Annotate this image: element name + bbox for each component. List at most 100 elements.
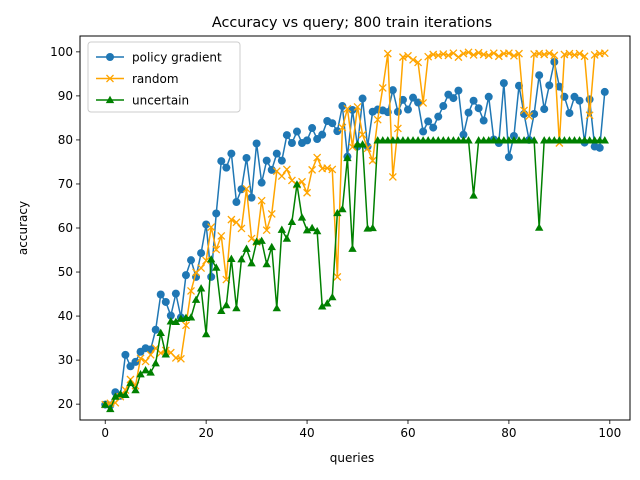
data-point xyxy=(595,143,604,152)
data-point xyxy=(338,102,347,111)
data-point xyxy=(378,84,387,92)
data-point xyxy=(171,317,181,325)
data-point xyxy=(383,49,392,58)
data-point xyxy=(474,104,483,113)
data-point xyxy=(439,102,448,111)
data-point xyxy=(545,49,554,58)
data-point xyxy=(237,255,246,263)
legend-entry: uncertain xyxy=(96,94,189,108)
data-point xyxy=(217,231,226,240)
data-point xyxy=(409,55,417,64)
data-point xyxy=(277,172,286,180)
data-point xyxy=(202,220,211,229)
series-uncertain xyxy=(101,136,609,413)
data-point xyxy=(388,86,397,95)
data-point xyxy=(166,311,175,320)
x-tick-label: 60 xyxy=(400,426,415,440)
data-point xyxy=(297,213,307,221)
data-point xyxy=(575,49,584,58)
data-point xyxy=(181,271,190,280)
data-point xyxy=(600,136,609,144)
data-point xyxy=(449,94,458,103)
data-point xyxy=(525,112,534,121)
data-point xyxy=(197,264,206,273)
data-point xyxy=(565,49,574,58)
data-point xyxy=(121,350,130,359)
data-point xyxy=(499,79,508,88)
data-point xyxy=(338,123,347,132)
data-point xyxy=(237,224,246,233)
series-layer xyxy=(101,48,609,413)
chart-title: Accuracy vs query; 800 train iterations xyxy=(212,15,492,31)
y-tick-label: 30 xyxy=(58,353,73,367)
data-point xyxy=(161,297,170,306)
data-point xyxy=(282,234,292,242)
data-point xyxy=(206,255,216,263)
data-point xyxy=(201,329,211,338)
data-point xyxy=(257,236,266,244)
data-point xyxy=(257,178,266,187)
data-point xyxy=(504,49,513,58)
data-point xyxy=(166,317,176,325)
data-point xyxy=(262,156,271,165)
data-point xyxy=(535,71,544,80)
data-point xyxy=(247,193,256,202)
data-point xyxy=(534,223,544,231)
data-point xyxy=(575,96,584,105)
data-point xyxy=(298,177,306,186)
data-point xyxy=(252,139,261,148)
series-random xyxy=(101,48,609,409)
data-point xyxy=(187,256,196,265)
data-point xyxy=(353,102,362,111)
data-point xyxy=(545,81,554,90)
data-point xyxy=(328,292,337,301)
data-point xyxy=(434,51,443,60)
data-point xyxy=(529,136,539,144)
data-point xyxy=(424,117,433,126)
data-point xyxy=(222,163,231,172)
data-point xyxy=(247,259,256,267)
data-point xyxy=(232,198,241,207)
data-point xyxy=(530,109,539,118)
data-point xyxy=(358,130,367,139)
data-point xyxy=(302,226,312,234)
legend-entry: random xyxy=(96,72,179,86)
y-tick-label: 100 xyxy=(50,45,73,59)
data-point xyxy=(227,149,236,158)
data-point xyxy=(404,51,412,60)
data-point xyxy=(242,244,251,252)
legend-swatch-marker xyxy=(105,95,115,104)
data-point xyxy=(504,153,513,162)
data-point xyxy=(424,52,433,61)
data-point xyxy=(565,109,574,118)
data-point xyxy=(585,111,594,120)
y-tick-label: 60 xyxy=(58,221,73,235)
data-point xyxy=(116,389,125,398)
data-point xyxy=(494,52,503,61)
data-point xyxy=(262,226,271,235)
data-point xyxy=(176,354,185,363)
data-point xyxy=(454,86,463,95)
data-point xyxy=(212,263,221,271)
series-policy-gradient xyxy=(101,57,609,410)
data-point xyxy=(292,180,302,188)
data-point xyxy=(333,208,342,217)
data-point xyxy=(146,350,155,359)
data-point xyxy=(156,290,165,299)
series-line xyxy=(105,51,605,406)
data-point xyxy=(282,165,291,174)
data-point xyxy=(272,303,281,312)
data-point xyxy=(489,49,498,58)
data-point xyxy=(111,392,120,400)
data-point xyxy=(570,50,579,59)
data-point xyxy=(449,49,458,58)
data-point xyxy=(156,328,165,336)
data-point xyxy=(287,217,297,225)
data-point xyxy=(515,49,523,58)
data-point xyxy=(267,242,276,251)
data-point xyxy=(196,284,206,292)
legend-label: random xyxy=(132,72,179,86)
y-tick-label: 20 xyxy=(58,397,73,411)
legend-swatch-marker xyxy=(106,53,114,61)
